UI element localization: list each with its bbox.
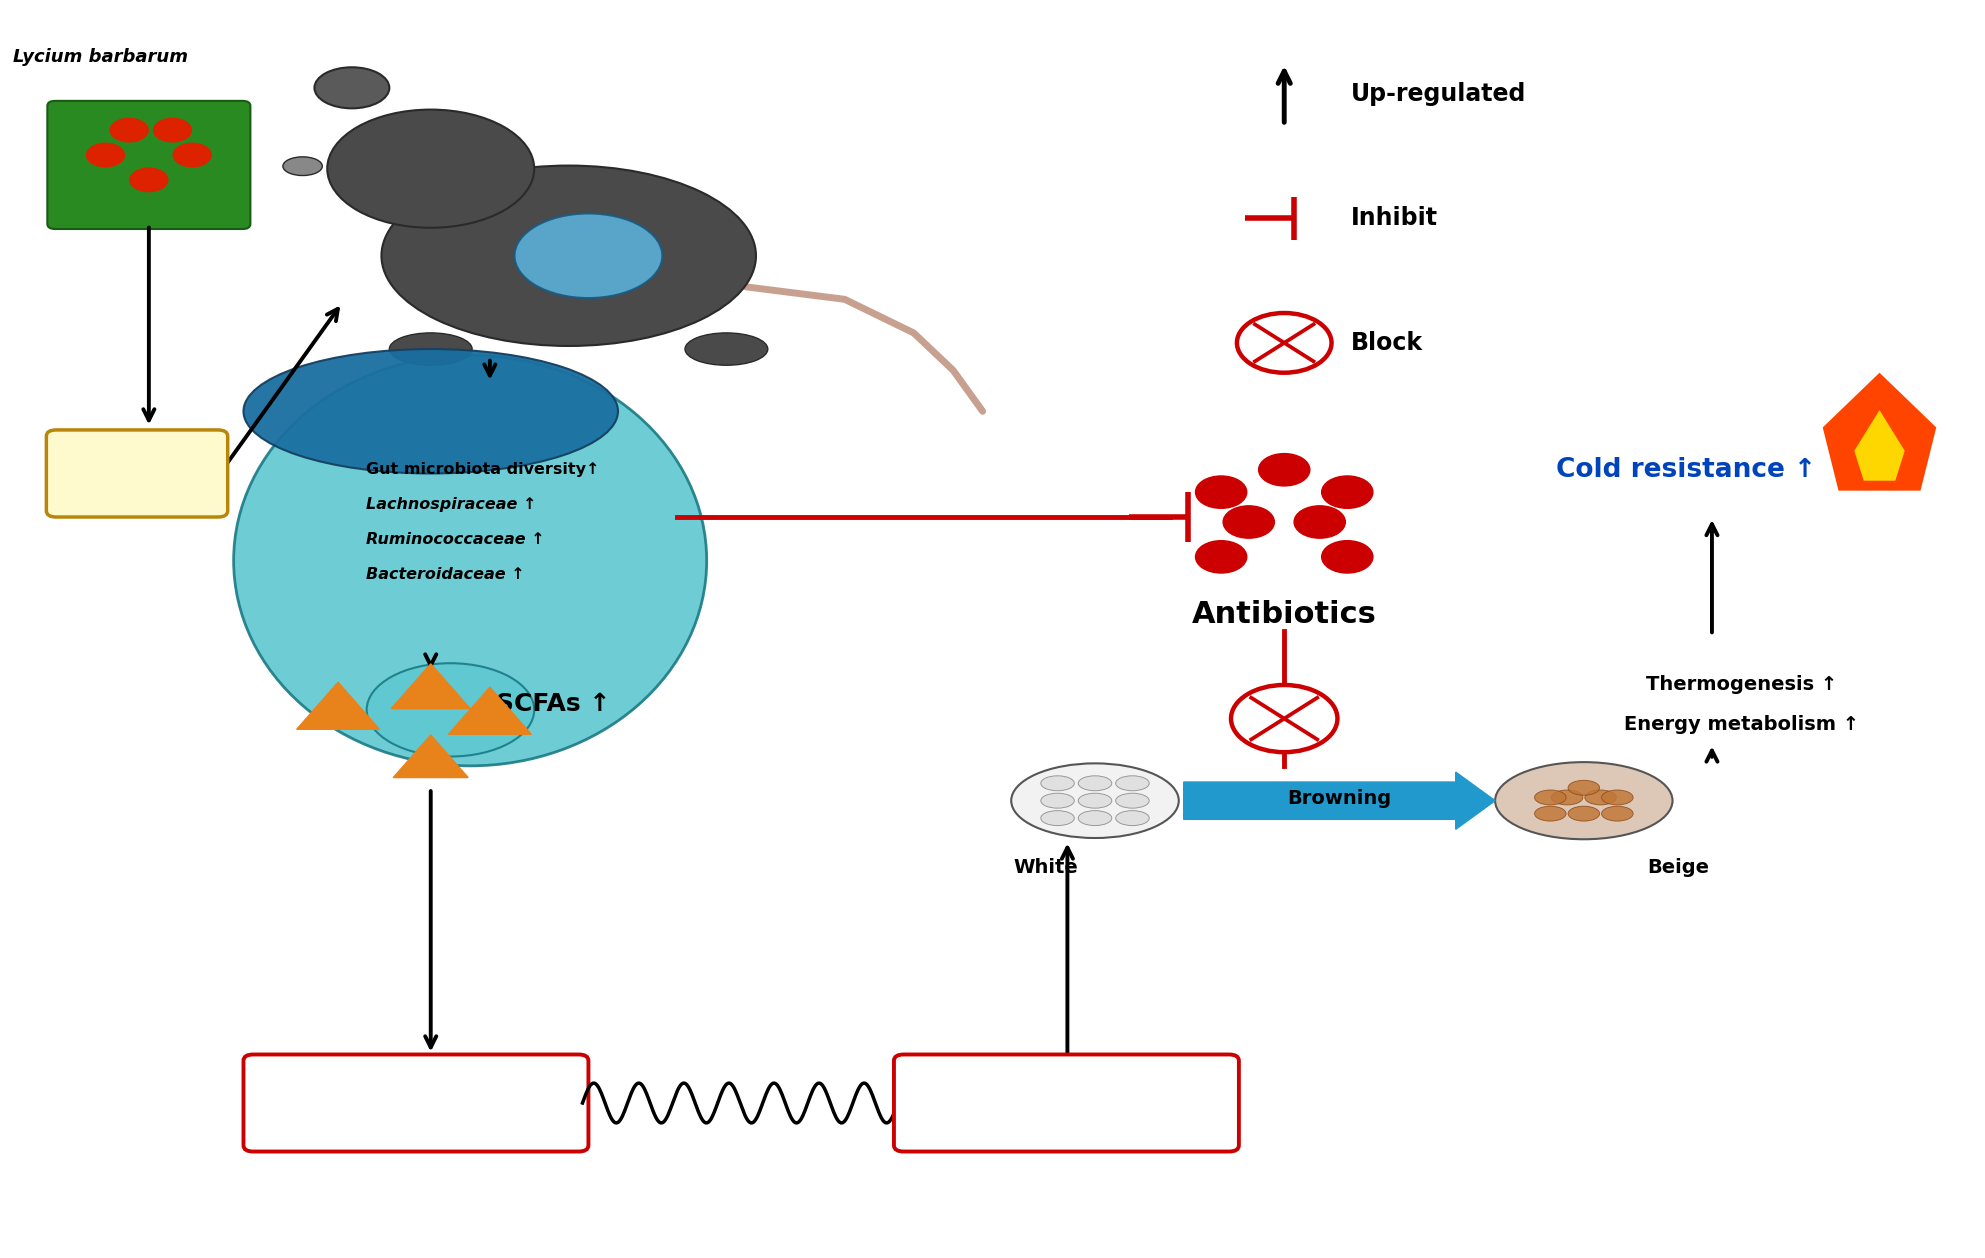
Ellipse shape: [1078, 794, 1112, 808]
Ellipse shape: [367, 663, 534, 756]
Polygon shape: [1854, 410, 1906, 481]
Circle shape: [85, 142, 125, 167]
Text: Browning: Browning: [1288, 789, 1391, 808]
Text: Up-regulated: Up-regulated: [1352, 82, 1526, 106]
FancyArrow shape: [1183, 772, 1495, 829]
Text: Energy metabolism ↑: Energy metabolism ↑: [1624, 716, 1860, 735]
FancyBboxPatch shape: [244, 1054, 588, 1151]
Ellipse shape: [284, 157, 322, 176]
Circle shape: [1195, 541, 1247, 572]
Text: Ruminococcaceae ↑: Ruminococcaceae ↑: [365, 532, 544, 547]
Circle shape: [1322, 541, 1374, 572]
Ellipse shape: [1568, 780, 1600, 795]
Circle shape: [129, 167, 169, 192]
Text: Lachnospiraceae ↑: Lachnospiraceae ↑: [365, 497, 536, 512]
Text: LBP: LBP: [107, 459, 167, 488]
Polygon shape: [393, 735, 468, 777]
Circle shape: [1258, 454, 1310, 486]
Ellipse shape: [234, 355, 707, 766]
Ellipse shape: [389, 333, 472, 365]
Text: SCFAs ↑: SCFAs ↑: [496, 692, 609, 716]
Ellipse shape: [1116, 794, 1149, 808]
Ellipse shape: [1078, 810, 1112, 825]
Circle shape: [1322, 476, 1374, 508]
Ellipse shape: [1116, 776, 1149, 791]
Text: Bacteroidaceae ↑: Bacteroidaceae ↑: [365, 567, 524, 581]
Text: Lycium barbarum: Lycium barbarum: [12, 48, 189, 65]
Circle shape: [1237, 313, 1332, 372]
Ellipse shape: [1534, 806, 1566, 821]
Text: Block: Block: [1352, 331, 1423, 355]
Circle shape: [173, 142, 212, 167]
Circle shape: [109, 118, 149, 142]
Ellipse shape: [1495, 762, 1673, 839]
Circle shape: [153, 118, 193, 142]
Ellipse shape: [1010, 764, 1179, 838]
Text: Gut microbiota diversity↑: Gut microbiota diversity↑: [365, 462, 599, 477]
Ellipse shape: [1078, 776, 1112, 791]
Ellipse shape: [314, 67, 389, 108]
Ellipse shape: [1040, 776, 1074, 791]
Circle shape: [1223, 506, 1274, 538]
Text: Cold resistance ↑: Cold resistance ↑: [1556, 457, 1816, 483]
Text: Thermogenesis ↑: Thermogenesis ↑: [1646, 676, 1838, 694]
Polygon shape: [391, 664, 470, 708]
Text: Beige: Beige: [1648, 858, 1709, 877]
Ellipse shape: [514, 214, 663, 298]
Ellipse shape: [381, 166, 756, 346]
Ellipse shape: [1040, 794, 1074, 808]
Text: PGC-1α ↑: PGC-1α ↑: [1000, 1091, 1131, 1115]
Ellipse shape: [1116, 810, 1149, 825]
Text: White: White: [1014, 858, 1078, 877]
Polygon shape: [296, 682, 379, 730]
Ellipse shape: [1602, 790, 1634, 805]
FancyBboxPatch shape: [46, 430, 228, 517]
Ellipse shape: [685, 333, 768, 365]
Ellipse shape: [328, 109, 534, 228]
Polygon shape: [1822, 372, 1935, 491]
Ellipse shape: [1040, 810, 1074, 825]
Circle shape: [1294, 506, 1346, 538]
Circle shape: [1231, 686, 1338, 752]
Ellipse shape: [1552, 790, 1582, 805]
Text: P-CREB ↑: P-CREB ↑: [349, 1091, 482, 1115]
FancyBboxPatch shape: [893, 1054, 1239, 1151]
Ellipse shape: [1534, 790, 1566, 805]
Ellipse shape: [1602, 806, 1634, 821]
FancyBboxPatch shape: [48, 101, 250, 229]
Text: Inhibit: Inhibit: [1352, 206, 1439, 230]
Polygon shape: [449, 687, 532, 735]
Ellipse shape: [1584, 790, 1616, 805]
Ellipse shape: [244, 348, 617, 473]
Text: Antibiotics: Antibiotics: [1191, 600, 1378, 629]
Circle shape: [1195, 476, 1247, 508]
Ellipse shape: [1568, 806, 1600, 821]
